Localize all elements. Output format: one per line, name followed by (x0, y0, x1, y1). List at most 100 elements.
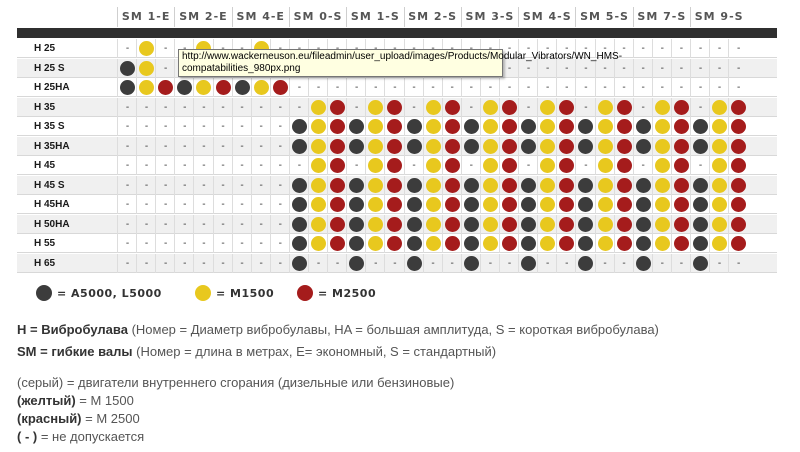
red-dot (387, 236, 403, 251)
note-yellow-desc: = M 1500 (75, 393, 134, 408)
table-cell (709, 195, 729, 214)
yellow-dot (540, 138, 556, 154)
not-allowed-dash: - (393, 82, 397, 93)
note-dash-term: ( - ) (17, 429, 38, 444)
table-cell (690, 234, 710, 253)
table-cell (460, 175, 481, 195)
gray-dot (693, 119, 708, 134)
table-cell: - (384, 253, 404, 273)
gray-dot (349, 216, 365, 232)
row-label: H 55 (34, 238, 56, 249)
table-cell (422, 117, 443, 136)
not-allowed-dash: - (125, 238, 130, 249)
table-cell: - (690, 78, 710, 97)
not-allowed-dash: - (412, 82, 416, 93)
yellow-dot (482, 216, 498, 232)
gray-legend-dot (36, 285, 52, 301)
table-cell (575, 117, 595, 136)
not-allowed-dash: - (431, 257, 435, 269)
table-cell (441, 175, 462, 195)
not-allowed-dash: - (240, 43, 243, 54)
not-allowed-dash: - (202, 218, 206, 230)
table-cell: - (155, 175, 175, 195)
table-cell: - (250, 156, 271, 175)
table-cell: - (709, 78, 729, 97)
table-cell (441, 195, 462, 214)
table-cell (288, 195, 309, 214)
yellow-dot (425, 119, 441, 134)
table-cell (174, 78, 194, 97)
gray-dot (406, 216, 422, 232)
table-cell: - (613, 39, 634, 58)
not-allowed-dash: - (317, 43, 320, 54)
red-dot (330, 99, 346, 115)
yellow-dot (712, 216, 728, 232)
table-cell (690, 253, 710, 273)
table-cell: - (327, 78, 347, 97)
not-allowed-dash: - (737, 62, 741, 74)
red-dot (731, 119, 747, 134)
row-label: H 25 S (34, 62, 65, 74)
not-allowed-dash: - (164, 179, 168, 191)
not-allowed-dash: - (584, 62, 588, 74)
yellow-dot (597, 216, 613, 232)
red-dot (330, 177, 346, 193)
table-cell: - (174, 97, 194, 117)
red-dot (330, 119, 346, 134)
table-row: H 45HA - - - - - - - - - (17, 195, 777, 214)
red-dot (387, 158, 403, 173)
table-cell: - (327, 39, 347, 58)
red-dot (444, 138, 460, 154)
legend-item-red: = M2500 (297, 284, 376, 302)
not-allowed-dash: - (164, 140, 168, 152)
note-sm-desc: (Номер = длина в метрах, E= экономный, S… (132, 344, 497, 359)
red-dot (444, 236, 460, 251)
not-allowed-dash: - (737, 257, 741, 269)
table-cell (365, 214, 385, 234)
red-dot (616, 99, 632, 115)
table-cell (479, 234, 500, 253)
legend-label: = A5000, L5000 (57, 286, 162, 300)
table-cell: - (403, 156, 424, 175)
not-allowed-dash: - (507, 257, 512, 269)
red-dot (330, 216, 346, 232)
red-dot (673, 138, 689, 154)
table-cell (327, 97, 347, 117)
not-allowed-dash: - (202, 140, 206, 152)
table-cell: - (155, 117, 175, 136)
table-cell (728, 195, 748, 214)
table-cell: - (518, 97, 538, 117)
table-cell (575, 195, 595, 214)
not-allowed-dash: - (698, 101, 703, 113)
gray-dot (693, 177, 708, 193)
red-dot (559, 99, 575, 115)
table-cell: - (728, 78, 748, 97)
yellow-dot (311, 177, 326, 193)
yellow-dot (540, 119, 556, 134)
yellow-dot (540, 99, 556, 115)
yellow-dot (311, 158, 326, 173)
red-dot (330, 236, 346, 251)
red-dot (330, 197, 346, 212)
yellow-dot (425, 99, 441, 115)
table-cell: - (117, 234, 137, 253)
table-cell (499, 234, 519, 253)
yellow-dot (253, 80, 269, 95)
table-cell: - (346, 78, 366, 97)
not-allowed-dash: - (183, 140, 187, 152)
gray-dot (349, 119, 365, 134)
red-dot (559, 197, 575, 212)
table-cell (441, 234, 462, 253)
yellow-dot (425, 197, 441, 212)
table-cell (613, 97, 634, 117)
gray-dot (120, 80, 135, 95)
not-allowed-dash: - (488, 257, 493, 269)
gray-dot (291, 197, 307, 212)
table-cell: - (174, 234, 194, 253)
red-dot (387, 197, 403, 212)
red-dot (444, 119, 460, 134)
yellow-dot (425, 158, 441, 173)
table-cell: - (670, 253, 691, 273)
table-cell: - (269, 214, 290, 234)
red-dot (559, 138, 575, 154)
